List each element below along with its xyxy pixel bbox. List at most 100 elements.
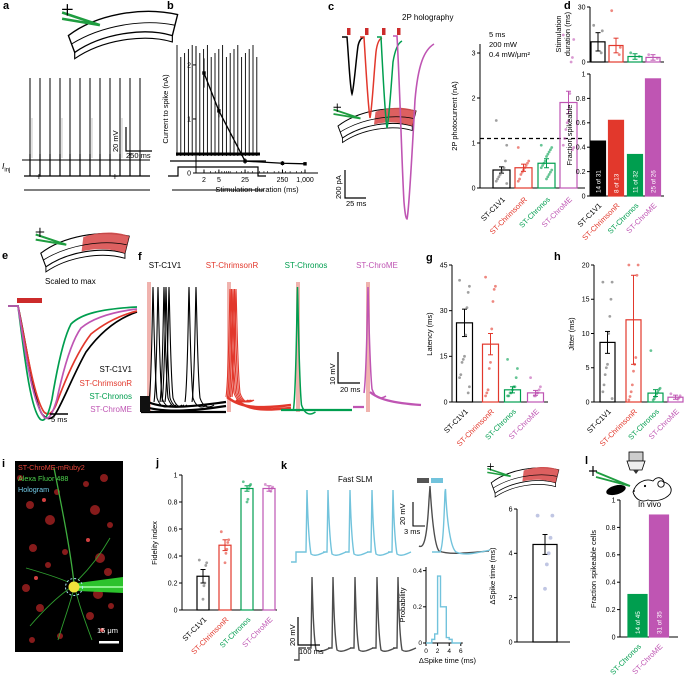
mouse-ear: [657, 480, 665, 488]
in-bar-count-label: 25 of 26: [650, 170, 657, 193]
scatter-point: [485, 391, 489, 395]
scatter-point: [497, 175, 501, 179]
spike: [328, 576, 352, 652]
scatter-point: [526, 161, 529, 165]
y-tick-label: 0.4: [168, 553, 178, 560]
i-label-alexa488: Alexa Fluor 488: [18, 474, 69, 483]
scatter-point: [461, 357, 465, 361]
scatter-point: [516, 146, 520, 149]
e-time-scalebar-label: 5 ms: [51, 415, 68, 424]
scatter-point: [564, 128, 568, 131]
scatter-point: [549, 170, 552, 174]
spike-train-sparse: [22, 78, 150, 161]
data-marker: [303, 162, 307, 166]
y-tick-label: 15: [440, 354, 448, 361]
scatter-point: [524, 164, 528, 167]
scatter-point: [246, 497, 250, 501]
slice-body: [67, 10, 179, 54]
sweep-start-gray: [294, 647, 306, 661]
scatter-point: [548, 535, 553, 540]
scatter-point: [567, 119, 570, 122]
chart-l: 0 0.2 0.4 0.6 0.8 1 Fraction spikeable cells 14…: [589, 497, 678, 677]
c-time-scalebar-label: 25 ms: [346, 199, 367, 208]
scatter-point: [572, 38, 576, 41]
scale-bar: [297, 617, 320, 646]
iinj-subscript: inj: [4, 167, 11, 174]
f-col-st-chrome: ST-ChroME: [356, 261, 398, 270]
mruby2-cell: [17, 475, 23, 481]
panel-label-k: k: [281, 460, 288, 472]
scatter-point: [504, 159, 507, 163]
scale-bar: [337, 352, 360, 384]
histogram-steps: [426, 575, 461, 644]
k-inset-time-scalebar-label: 3 ms: [404, 527, 421, 536]
scatter-point: [546, 551, 551, 556]
y-tick-label: 0: [586, 399, 590, 406]
x-tick-label: 6: [459, 648, 463, 655]
scatter-point: [505, 143, 509, 147]
stim-bar: [17, 298, 42, 303]
a-time-scalebar-label: 250 ms: [126, 151, 151, 160]
spike: [393, 576, 417, 652]
photocurrent-chrome: [393, 35, 435, 220]
y-tick-label: 30: [440, 308, 448, 315]
scatter-point: [610, 397, 614, 400]
scatter-point: [204, 564, 208, 567]
inset-spike-cyan: [432, 488, 491, 555]
scatter-point: [601, 280, 605, 284]
objective-tip: [633, 470, 639, 474]
y-tick-label: 0.8: [576, 96, 586, 103]
y-tick-label: 4: [509, 551, 513, 558]
stim-bar-gray: [417, 478, 429, 483]
panel-e-traces: [8, 298, 138, 421]
y-tick-label: 0.8: [606, 525, 616, 532]
scatter-point: [492, 287, 496, 291]
y-tick-label: 2: [509, 595, 513, 602]
spike-train-dense: [176, 45, 258, 156]
scatter-point: [649, 349, 653, 353]
a-voltage-scalebar-label: 20 mV: [111, 130, 120, 152]
y-tick-label: 3: [472, 50, 476, 57]
in-bar-count-label: 11 of 32: [632, 170, 639, 193]
scatter-point: [464, 333, 468, 337]
slice-edge: [342, 126, 413, 144]
hologram-ring: [65, 578, 83, 596]
scatter-point: [197, 558, 201, 562]
scatter-point: [505, 182, 509, 185]
scatter-point: [494, 179, 498, 183]
light-path-arrow: [487, 463, 494, 471]
pipette: [61, 11, 101, 27]
mruby2-cell: [29, 544, 37, 552]
c-title: 2P holography: [402, 13, 454, 22]
spike: [388, 489, 412, 556]
y-tick-label: 0.4: [576, 145, 586, 152]
in-bar-count-label: 14 of 31: [595, 170, 602, 193]
photocurrent-chronos: [377, 36, 403, 129]
scatter-point: [544, 562, 549, 567]
scatter-point: [539, 385, 542, 389]
scatter-point: [547, 173, 551, 176]
scatter-point: [498, 173, 502, 176]
in-bar-count-label: 31 of 35: [656, 611, 663, 634]
scatter-point: [632, 369, 635, 373]
scatter-point: [651, 398, 655, 402]
inset-scale-bar: [412, 502, 425, 527]
scatter-point: [545, 177, 548, 181]
panel-i-image: [15, 461, 123, 652]
mruby2-cell: [29, 637, 35, 643]
chart-k_dspike: 0 2 4 6 ΔSpike time (ms): [488, 506, 570, 646]
scatter-point: [458, 278, 461, 282]
baseline-blob: [140, 396, 150, 412]
scatter-point: [571, 148, 574, 152]
y-tick-label: 0.2: [168, 580, 178, 587]
light-path-arrow: [62, 4, 73, 16]
scatter-point: [654, 395, 657, 398]
i-label-mruby2: ST-ChroME-mRuby2: [18, 463, 85, 472]
scatter-point: [571, 56, 574, 59]
spike: [323, 489, 347, 556]
data-marker: [280, 161, 285, 165]
bar: [648, 514, 670, 638]
scatter-point: [618, 45, 622, 49]
chart-d_fraction: 0 0.2 0.4 0.6 0.8 1 Fraction spikeable 14 of 31…: [565, 71, 664, 242]
scatter-point: [550, 168, 554, 172]
